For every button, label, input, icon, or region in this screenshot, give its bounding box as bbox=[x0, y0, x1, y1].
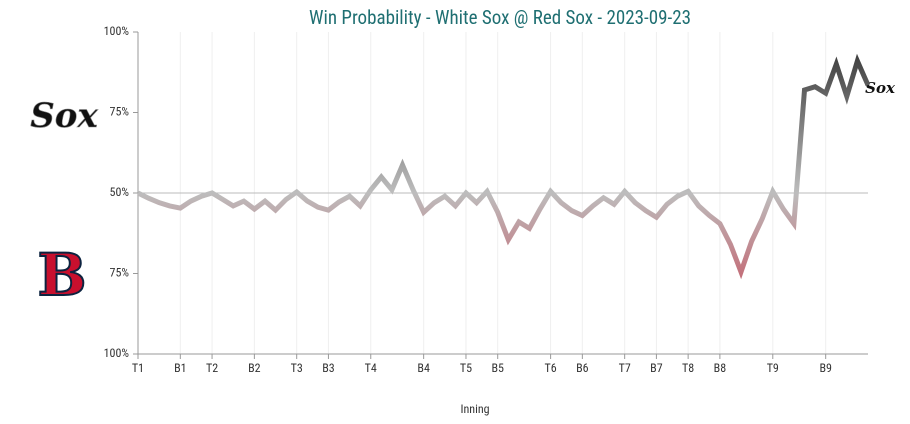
x-tick-label: T7 bbox=[619, 361, 631, 375]
x-tick-label: T8 bbox=[682, 361, 694, 375]
x-tick-label: T9 bbox=[767, 361, 779, 375]
x-tick-label: B3 bbox=[322, 361, 335, 375]
x-tick-label: T6 bbox=[545, 361, 557, 375]
y-tick-label: 100% bbox=[104, 24, 130, 38]
x-tick-label: B8 bbox=[714, 361, 727, 375]
x-tick-label: B5 bbox=[491, 361, 504, 375]
x-tick-label: T2 bbox=[206, 361, 218, 375]
x-tick-label: B9 bbox=[819, 361, 832, 375]
y-tick-label: 50% bbox=[110, 185, 130, 199]
y-tick-label: 75% bbox=[110, 266, 130, 280]
x-tick-label: B7 bbox=[650, 361, 663, 375]
x-tick-label: B6 bbox=[576, 361, 589, 375]
x-tick-label: B1 bbox=[174, 361, 186, 375]
x-tick-label: T1 bbox=[132, 361, 144, 375]
x-tick-label: T4 bbox=[365, 361, 377, 375]
y-tick-label: 100% bbox=[104, 346, 130, 360]
chart-title: Win Probability - White Sox @ Red Sox - … bbox=[309, 6, 691, 29]
y-tick-label: 75% bbox=[110, 105, 130, 119]
x-axis-label: Inning bbox=[460, 402, 489, 416]
top-team-logo: Sox bbox=[30, 96, 98, 136]
win-probability-line bbox=[136, 53, 871, 280]
x-tick-label: T5 bbox=[460, 361, 472, 375]
x-tick-label: B4 bbox=[417, 361, 430, 375]
x-tick-label: B2 bbox=[248, 361, 261, 375]
x-tick-label: T3 bbox=[291, 361, 303, 375]
bottom-team-logo: B bbox=[37, 241, 86, 309]
end-logo: Sox bbox=[865, 79, 896, 97]
